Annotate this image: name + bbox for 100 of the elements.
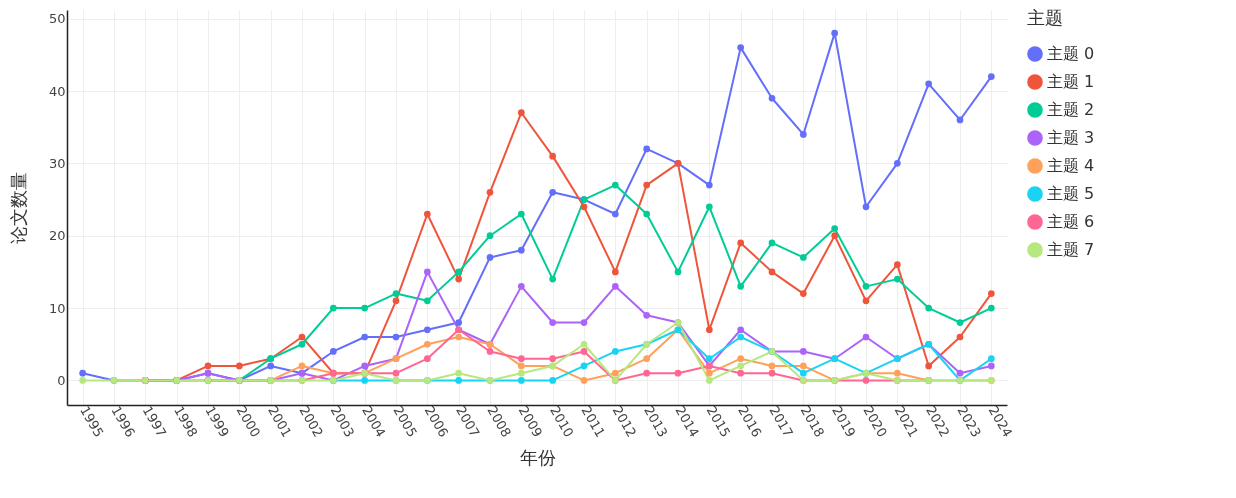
point: [737, 326, 745, 334]
point: [987, 362, 995, 370]
point: [956, 333, 964, 341]
point: [204, 362, 212, 370]
point: [862, 333, 870, 341]
point: [580, 377, 588, 384]
point: [580, 362, 588, 370]
point: [611, 210, 619, 218]
point: [643, 355, 651, 363]
point: [455, 275, 463, 283]
point: [361, 304, 369, 312]
point: [737, 355, 745, 363]
point: [455, 319, 463, 326]
point: [486, 348, 494, 355]
point: [298, 362, 306, 370]
point: [987, 290, 995, 297]
point: [423, 297, 431, 305]
point: [831, 225, 839, 232]
point: [517, 210, 525, 218]
point: [737, 369, 745, 377]
point: [705, 355, 713, 363]
y-tick-label: 40: [48, 83, 66, 99]
point: [831, 232, 839, 240]
point: [361, 362, 369, 370]
point: [423, 210, 431, 218]
point: [705, 377, 713, 384]
point: [643, 145, 651, 153]
point: [768, 94, 776, 102]
point: [956, 116, 964, 124]
point: [392, 333, 400, 341]
point: [486, 254, 494, 261]
y-tick-label: 0: [57, 372, 66, 388]
point: [329, 304, 337, 312]
point: [643, 311, 651, 319]
point: [549, 319, 557, 326]
point: [611, 181, 619, 189]
point: [831, 29, 839, 37]
point: [799, 348, 807, 355]
point: [956, 319, 964, 326]
point: [486, 188, 494, 196]
point: [956, 369, 964, 377]
point: [549, 152, 557, 160]
point: [235, 362, 243, 370]
point: [925, 362, 933, 370]
legend-label: 主题 3: [1047, 128, 1095, 147]
point: [580, 203, 588, 211]
point: [862, 377, 870, 384]
point: [799, 362, 807, 370]
point: [705, 369, 713, 377]
point: [737, 362, 745, 370]
point: [549, 377, 557, 384]
point: [768, 239, 776, 247]
point: [423, 355, 431, 363]
legend-label: 主题 5: [1047, 184, 1095, 203]
point: [799, 290, 807, 297]
point: [549, 188, 557, 196]
point: [737, 333, 745, 341]
point: [392, 369, 400, 377]
point: [580, 340, 588, 348]
point: [987, 73, 995, 80]
legend-label: 主题 1: [1047, 72, 1095, 91]
point: [674, 268, 682, 276]
point: [862, 203, 870, 211]
point: [517, 362, 525, 370]
legend-title: 主题: [1027, 7, 1063, 28]
point: [768, 369, 776, 377]
point: [549, 355, 557, 363]
legend-label: 主题 0: [1047, 44, 1095, 63]
legend-label: 主题 7: [1047, 240, 1095, 259]
point: [737, 44, 745, 51]
point: [893, 369, 901, 377]
point: [423, 340, 431, 348]
point: [486, 232, 494, 240]
point: [298, 333, 306, 341]
point: [79, 377, 87, 384]
point: [611, 268, 619, 276]
point: [361, 377, 369, 384]
point: [799, 254, 807, 261]
point: [392, 290, 400, 297]
point: [455, 333, 463, 341]
point: [517, 109, 525, 117]
point: [768, 362, 776, 370]
point: [643, 210, 651, 218]
point: [455, 377, 463, 384]
point: [987, 304, 995, 312]
point: [705, 181, 713, 189]
point: [267, 362, 275, 370]
point: [862, 297, 870, 305]
point: [799, 131, 807, 138]
point: [737, 283, 745, 290]
point: [79, 369, 87, 377]
point: [455, 369, 463, 377]
point: [549, 275, 557, 283]
point: [643, 369, 651, 377]
y-tick-label: 20: [48, 228, 66, 244]
point: [580, 348, 588, 355]
point: [643, 181, 651, 189]
y-tick-label: 50: [48, 11, 66, 27]
point: [893, 160, 901, 167]
point: [423, 326, 431, 334]
